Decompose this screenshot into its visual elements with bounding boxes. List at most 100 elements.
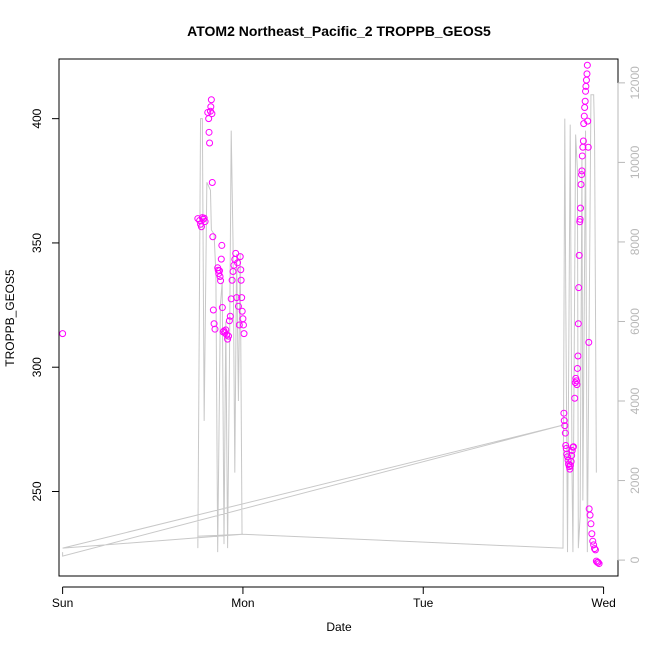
data-point [226, 312, 234, 320]
data-point [232, 249, 240, 257]
y-axis-right: 0 2000 4000 6000 8000 10000 12000 [617, 66, 642, 563]
data-point [579, 137, 587, 145]
data-point [218, 304, 226, 312]
data-point [581, 97, 589, 105]
data-point [582, 87, 590, 95]
data-point [200, 214, 208, 222]
data-point [218, 241, 226, 249]
data-point [568, 446, 576, 454]
data-point [587, 520, 595, 528]
data-point [238, 294, 246, 302]
data-point [236, 253, 244, 261]
data-point [233, 294, 241, 302]
data-point [209, 306, 217, 314]
data-point [207, 96, 215, 104]
y2-tick-label: 2000 [628, 467, 642, 494]
data-point [224, 335, 232, 343]
data-point [225, 317, 233, 325]
data-point [197, 223, 205, 231]
series-line-0 [62, 94, 597, 557]
y2-tick-label: 0 [628, 556, 642, 563]
data-point [205, 115, 213, 123]
y-tick-label: 350 [30, 233, 44, 253]
data-point [239, 321, 247, 329]
x-axis-label: Date [326, 620, 352, 634]
data-point [578, 167, 586, 175]
data-point [576, 204, 584, 212]
y2-tick-label: 6000 [628, 308, 642, 335]
data-point [595, 560, 603, 568]
data-point [573, 377, 581, 385]
data-point [574, 352, 582, 360]
chart-title: ATOM2 Northeast_Pacific_2 TROPPB_GEOS5 [187, 23, 491, 39]
data-point [578, 171, 586, 179]
x-tick-label: Mon [231, 596, 254, 610]
data-point [591, 545, 599, 553]
y2-tick-label: 12000 [628, 66, 642, 100]
y-tick-label: 400 [30, 108, 44, 128]
data-point [568, 451, 576, 459]
data-point [589, 537, 597, 545]
data-point [211, 325, 219, 333]
data-point [216, 272, 224, 280]
data-point [569, 443, 577, 451]
data-point [234, 259, 242, 267]
data-point [561, 422, 569, 430]
data-point [576, 215, 584, 223]
data-point [583, 61, 591, 69]
data-point [585, 338, 593, 346]
plot-frame [58, 58, 619, 577]
data-point [208, 179, 216, 187]
data-point [578, 152, 586, 160]
data-point [566, 465, 574, 473]
y2-tick-label: 4000 [628, 387, 642, 414]
data-point [205, 128, 213, 136]
data-point [561, 429, 569, 437]
x-axis: Sun Mon Tue Wed [52, 586, 616, 610]
y-axis-label: TROPPB_GEOS5 [3, 269, 17, 367]
data-point [217, 277, 225, 285]
data-point [59, 330, 67, 338]
data-point [575, 251, 583, 259]
data-point [576, 218, 584, 226]
data-point [580, 112, 588, 120]
data-point [562, 442, 570, 450]
data-point [577, 181, 585, 189]
data-point [573, 364, 581, 372]
data-point [574, 320, 582, 328]
data-point [571, 379, 579, 387]
data-point [586, 511, 594, 519]
x-tick-label: Sun [52, 596, 73, 610]
plot-layer [59, 61, 603, 568]
y2-tick-label: 10000 [628, 145, 642, 179]
data-point [240, 330, 248, 338]
data-point [560, 417, 568, 425]
data-point [225, 332, 232, 340]
data-point [237, 266, 245, 274]
data-point [584, 143, 592, 151]
x-tick-label: Tue [413, 596, 434, 610]
data-point [209, 233, 217, 241]
data-point [588, 530, 596, 538]
y-tick-label: 300 [30, 357, 44, 377]
data-point [228, 276, 236, 284]
data-point [560, 409, 568, 417]
data-point [582, 76, 590, 84]
y-axis-left: 250 300 350 400 [30, 108, 60, 502]
data-point [594, 558, 602, 566]
data-point [575, 284, 583, 292]
data-point [208, 110, 216, 118]
data-point [573, 381, 581, 389]
data-point [591, 546, 599, 554]
data-point [564, 453, 572, 461]
data-point [581, 103, 589, 111]
data-point [235, 321, 243, 329]
data-point [199, 215, 207, 223]
data-point [234, 302, 242, 310]
data-point [222, 326, 230, 334]
data-point [223, 331, 231, 339]
data-point [584, 117, 592, 125]
data-point [237, 276, 245, 284]
data-point [238, 307, 246, 315]
